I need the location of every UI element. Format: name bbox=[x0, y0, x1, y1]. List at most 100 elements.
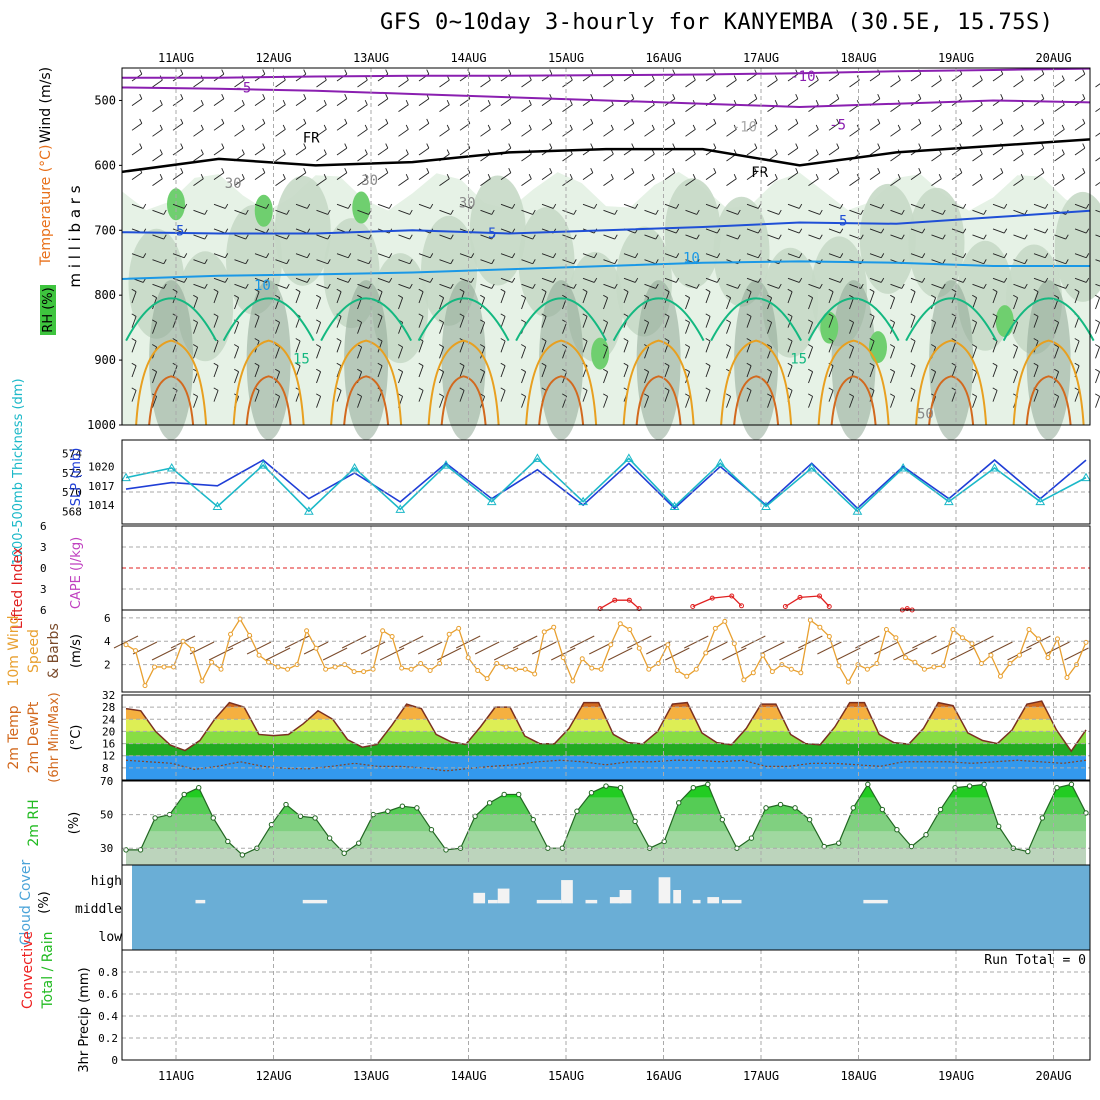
wind-speed-point bbox=[598, 666, 604, 672]
isotherm-label: -5 bbox=[235, 81, 252, 97]
wind-speed-point bbox=[228, 631, 234, 637]
wind-barb bbox=[521, 234, 533, 240]
wind-barb-flag bbox=[713, 118, 717, 124]
wind-barb bbox=[521, 104, 532, 113]
temp-label: 2m Temp bbox=[6, 705, 22, 769]
wind-barb-flag bbox=[972, 368, 977, 373]
wind-barb bbox=[808, 153, 819, 162]
wind-barb bbox=[787, 147, 799, 156]
wind-barb bbox=[726, 129, 737, 137]
temp-frame bbox=[121, 694, 1091, 781]
wind-barb bbox=[890, 104, 901, 113]
wind-barb bbox=[623, 123, 635, 131]
wind-barb bbox=[1095, 297, 1100, 310]
wind-barb-flag bbox=[880, 203, 885, 209]
isotherm-15 bbox=[515, 297, 608, 342]
wind-barb bbox=[418, 277, 431, 283]
wind-barb bbox=[500, 203, 513, 209]
wind-barb bbox=[705, 340, 711, 353]
wind-barb-10m bbox=[341, 635, 367, 649]
wind-barb-flag bbox=[224, 228, 229, 234]
wind-barb bbox=[521, 396, 527, 408]
wind-barb bbox=[295, 172, 307, 181]
wind-barb-flag bbox=[983, 259, 987, 264]
rh-point bbox=[763, 805, 769, 811]
wind-barb-flag bbox=[224, 277, 229, 283]
wind-barb bbox=[418, 316, 424, 328]
wind-barb-flag bbox=[500, 387, 506, 391]
wind-barb-10m bbox=[722, 647, 747, 661]
wind-barb bbox=[131, 316, 137, 328]
wind-barb bbox=[1074, 147, 1086, 156]
wind-barb-flag bbox=[344, 143, 348, 149]
wind-barb-flag bbox=[323, 174, 327, 179]
wind-barb bbox=[869, 203, 882, 209]
wind-barb-flag bbox=[409, 283, 413, 289]
wind-barb-flag bbox=[193, 319, 198, 323]
wind-barb-flag bbox=[890, 368, 895, 373]
wind-barb-flag bbox=[377, 313, 383, 317]
wind-barb bbox=[910, 340, 916, 353]
rh-shading-mid bbox=[1054, 191, 1100, 302]
wind-barb bbox=[480, 259, 492, 265]
lifted-index-point bbox=[636, 606, 642, 612]
wind-barb-flag bbox=[511, 253, 516, 258]
wind-barb bbox=[951, 253, 964, 259]
wind-speed-point bbox=[361, 669, 367, 675]
wind-barb bbox=[869, 73, 881, 82]
wind-barb-flag bbox=[347, 277, 352, 283]
wind-speed-point bbox=[988, 652, 994, 658]
wind-barb-flag bbox=[733, 149, 737, 155]
rh-point bbox=[632, 818, 638, 825]
wind-barb-flag bbox=[327, 234, 331, 240]
wind-barb bbox=[398, 234, 410, 240]
wind-barb bbox=[685, 129, 696, 137]
thickness-marker bbox=[395, 504, 406, 513]
wind-barb-flag bbox=[573, 283, 577, 289]
wind-barb-flag bbox=[1024, 283, 1028, 289]
wind-barb bbox=[357, 129, 368, 137]
wind-barb bbox=[931, 104, 942, 113]
wind-barb-flag bbox=[1054, 344, 1059, 348]
x-tick-label-top: 20AUG bbox=[1035, 51, 1071, 65]
wind-barb bbox=[808, 209, 820, 215]
wind-barb-flag bbox=[1085, 228, 1090, 234]
wind-barb bbox=[398, 371, 404, 384]
wind-barb-flag bbox=[733, 75, 737, 81]
high-cloud-gap bbox=[497, 888, 510, 904]
wind-barb-flag bbox=[282, 149, 286, 155]
wind-barb-flag bbox=[1013, 344, 1018, 348]
wind-barb-flag bbox=[316, 294, 321, 299]
wind-barb-flag bbox=[282, 124, 286, 130]
isotherm-20 bbox=[915, 339, 988, 426]
wind-barb bbox=[828, 203, 841, 209]
wind-barb bbox=[726, 104, 737, 113]
wind-barb-flag bbox=[385, 168, 389, 173]
wind-barb bbox=[459, 253, 472, 259]
wind-barb bbox=[275, 129, 286, 137]
rh-point bbox=[923, 832, 929, 838]
isotherm-label: 5 bbox=[488, 226, 496, 242]
wind-barb bbox=[644, 104, 655, 113]
wind-barb-flag bbox=[172, 288, 178, 293]
wind-barb-10m bbox=[227, 635, 253, 649]
wind-barb bbox=[562, 234, 574, 240]
wind-barb-flag bbox=[450, 209, 454, 215]
wind-barb bbox=[213, 291, 219, 304]
thickness-marker bbox=[1035, 496, 1046, 506]
wind-barb-flag bbox=[1044, 277, 1049, 283]
wind-barb-10m bbox=[1064, 647, 1089, 661]
wind-barb-flag bbox=[532, 234, 536, 240]
lifted-index-line bbox=[785, 595, 830, 608]
wind-barb-flag bbox=[815, 75, 819, 81]
wind-barb-flag bbox=[713, 143, 717, 149]
wind-barb bbox=[295, 98, 307, 107]
wind-barb-flag bbox=[409, 234, 413, 240]
isotherm-label: -10 bbox=[790, 69, 815, 85]
wind-barb-flag bbox=[672, 143, 676, 149]
thickness-axis-label: 1000-500mb Thickness (dm) bbox=[11, 378, 26, 565]
wind-speed-point bbox=[617, 621, 623, 627]
wind-barb-flag bbox=[180, 94, 184, 99]
wind-barb bbox=[254, 253, 267, 259]
rh-shading-green bbox=[869, 331, 887, 364]
